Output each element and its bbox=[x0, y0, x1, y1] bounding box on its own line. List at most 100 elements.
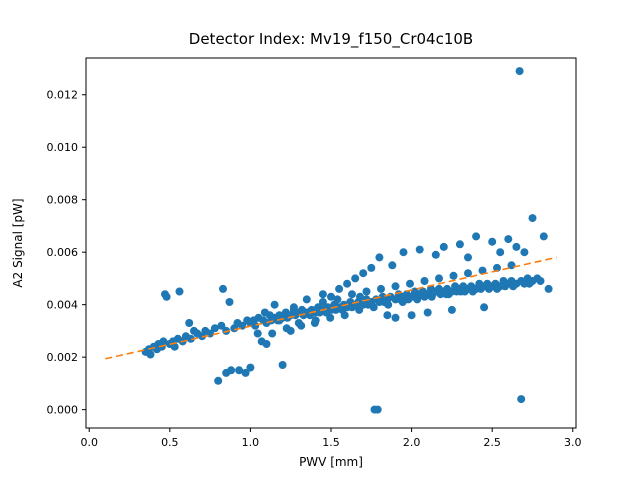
scatter-point bbox=[377, 284, 385, 293]
scatter-point bbox=[447, 305, 456, 314]
scatter-point bbox=[318, 298, 327, 306]
scatter-point bbox=[406, 279, 414, 288]
trend-line-group bbox=[105, 256, 557, 360]
scatter-point bbox=[415, 245, 424, 254]
scatter-point bbox=[217, 321, 226, 330]
scatter-point bbox=[536, 277, 545, 285]
scatter-point bbox=[391, 282, 400, 291]
scatter-point bbox=[388, 261, 397, 270]
y-tick-label: 0.006 bbox=[47, 246, 79, 259]
scatter-point bbox=[348, 290, 356, 299]
scatter-point bbox=[369, 303, 378, 312]
scatter-point bbox=[253, 329, 262, 338]
y-axis-label: A2 Signal [pW] bbox=[11, 198, 25, 287]
plot-frame bbox=[85, 57, 577, 429]
y-tick-label: 0.010 bbox=[47, 141, 79, 154]
scatter-point bbox=[326, 313, 335, 322]
scatter-point bbox=[362, 287, 371, 296]
x-tick-label: 1.5 bbox=[322, 436, 340, 449]
scatter-point bbox=[480, 303, 489, 312]
scatter-point bbox=[528, 214, 537, 223]
x-tick-label: 0.0 bbox=[80, 436, 98, 449]
y-tick-label: 0.008 bbox=[47, 194, 79, 207]
y-tick-label: 0.004 bbox=[47, 299, 79, 312]
x-tick-label: 3.0 bbox=[564, 436, 582, 449]
scatter-point bbox=[384, 300, 393, 309]
scatter-point bbox=[493, 263, 501, 272]
scatter-point bbox=[420, 277, 429, 285]
scatter-point bbox=[539, 232, 548, 241]
scatter-point bbox=[413, 295, 422, 304]
scatter-point bbox=[407, 311, 416, 320]
x-tick-label: 2.5 bbox=[483, 436, 501, 449]
scatter-point bbox=[170, 342, 179, 351]
scatter-point bbox=[343, 279, 352, 288]
scatter-point bbox=[159, 337, 168, 346]
scatter-point bbox=[304, 308, 313, 317]
scatter-point bbox=[398, 298, 407, 306]
scatter-point bbox=[289, 303, 298, 312]
scatter-point bbox=[391, 313, 400, 322]
scatter-point bbox=[268, 329, 277, 338]
scatter-point bbox=[399, 248, 408, 257]
scatter-point bbox=[383, 311, 392, 320]
scatter-point bbox=[431, 250, 440, 259]
scatter-point bbox=[488, 237, 497, 246]
scatter-point bbox=[472, 232, 481, 241]
scatter-point bbox=[515, 67, 524, 76]
scatter-point bbox=[210, 324, 219, 333]
scatter-point bbox=[464, 269, 472, 278]
y-tick-label: 0.012 bbox=[47, 89, 79, 102]
scatter-point bbox=[504, 235, 513, 244]
scatter-point bbox=[351, 274, 360, 283]
scatter-point bbox=[449, 271, 458, 280]
scatter-point bbox=[517, 395, 526, 404]
scatter-point bbox=[500, 279, 509, 288]
scatter-point bbox=[478, 266, 487, 275]
scatter-point bbox=[373, 405, 382, 414]
scatter-point bbox=[185, 319, 194, 327]
y-tick-label: 0.002 bbox=[47, 351, 79, 364]
scatter-point bbox=[327, 292, 335, 301]
scatter-point bbox=[355, 305, 364, 314]
scatter-point bbox=[544, 284, 553, 293]
x-axis-ticks: 0.0 0.5 1.0 1.5 2.0 2.5 3.0 bbox=[80, 428, 582, 449]
scatter-point bbox=[435, 274, 443, 283]
scatter-point bbox=[423, 308, 432, 317]
scatter-points-group bbox=[141, 67, 553, 414]
x-axis-label: PWV [mm] bbox=[299, 455, 363, 469]
scatter-point bbox=[439, 242, 448, 251]
scatter-point bbox=[278, 361, 287, 369]
trend-line bbox=[105, 256, 557, 360]
scatter-point bbox=[442, 290, 451, 299]
scatter-point bbox=[335, 284, 344, 293]
scatter-point bbox=[282, 324, 291, 333]
scatter-point bbox=[318, 290, 327, 299]
scatter-point bbox=[227, 366, 236, 375]
scatter-point bbox=[186, 334, 195, 343]
scatter-point bbox=[270, 300, 279, 309]
scatter-point bbox=[520, 248, 529, 257]
scatter-point bbox=[471, 284, 480, 293]
chart-title: Detector Index: Mv19_f150_Cr04c10B bbox=[189, 30, 473, 49]
scatter-point bbox=[456, 287, 465, 296]
scatter-point bbox=[367, 263, 376, 272]
scatter-point bbox=[219, 284, 227, 293]
scatter-point bbox=[302, 295, 311, 304]
scatter-point bbox=[359, 269, 368, 278]
scatter-point bbox=[375, 253, 384, 262]
scatter-point bbox=[340, 311, 349, 320]
scatter-point bbox=[455, 240, 464, 249]
y-tick-label: 0.000 bbox=[47, 404, 79, 417]
x-tick-label: 2.0 bbox=[403, 436, 421, 449]
x-tick-label: 1.0 bbox=[242, 436, 260, 449]
scatter-point bbox=[356, 292, 364, 301]
scatter-point bbox=[146, 350, 155, 359]
scatter-point bbox=[260, 308, 269, 317]
scatter-point bbox=[235, 366, 244, 375]
scatter-point bbox=[496, 248, 505, 257]
scatter-point bbox=[485, 282, 494, 291]
scatter-point bbox=[311, 316, 320, 325]
